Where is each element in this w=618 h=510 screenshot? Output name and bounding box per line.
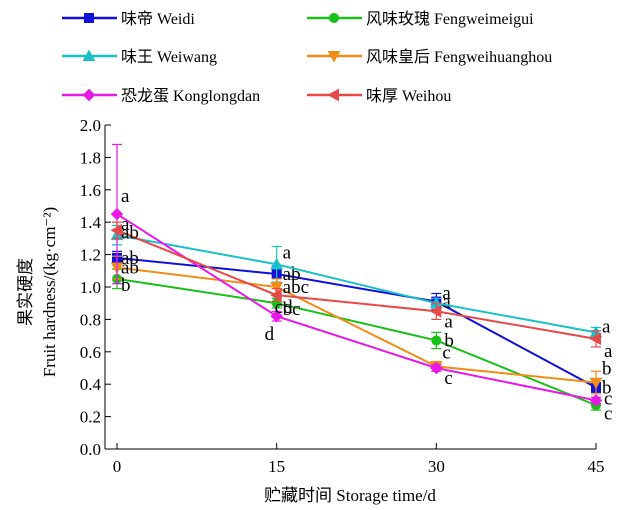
significance-label: c — [444, 368, 452, 389]
legend-marker — [327, 88, 339, 102]
legend-label: 味厚 Weihou — [366, 87, 451, 105]
x-tick-label: 15 — [268, 457, 285, 476]
legend-label: 恐龙蛋 Konglongdan — [121, 87, 260, 105]
y-axis-title-line1: 果实硬度 — [16, 258, 35, 326]
x-tick-label: 0 — [113, 457, 122, 476]
legend-marker — [327, 51, 341, 63]
significance-label: b — [444, 330, 454, 351]
series-line — [116, 229, 597, 340]
y-tick-label: 1.4 — [80, 213, 102, 232]
y-tick-label: 0.8 — [80, 310, 101, 329]
significance-label: a — [121, 186, 130, 207]
significance-label: a — [604, 341, 613, 362]
significance-label: a — [602, 316, 611, 337]
significance-label: ab — [121, 222, 139, 243]
significance-label: c — [442, 342, 450, 363]
legend-item: 风味玫瑰 Fengweimeigui — [307, 10, 534, 28]
data-point — [270, 288, 282, 302]
series-line — [116, 213, 597, 402]
data-point — [589, 394, 603, 407]
significance-label: c — [604, 388, 612, 409]
data-point — [431, 335, 442, 346]
x-tick-label: 30 — [428, 457, 445, 476]
series-line — [116, 266, 597, 384]
legend-marker — [82, 88, 96, 102]
y-tick-label: 0.2 — [80, 408, 101, 427]
legend-label: 风味玫瑰 Fengweimeigui — [366, 10, 534, 28]
legend-marker — [84, 13, 94, 23]
significance-label: a — [442, 292, 451, 313]
x-axis-title: 贮藏时间 Storage time/d — [264, 486, 436, 505]
significance-label: a — [444, 311, 453, 332]
y-ticks: 0.0 0.2 0.4 0.6 0.8 1.0 1.2 1.4 1.6 1.8 2.0 — [80, 116, 111, 459]
y-tick-label: 0.6 — [80, 343, 101, 362]
legend-item: 风味皇后 Fengweihuanghou — [307, 48, 552, 66]
significance-label: b — [602, 359, 612, 380]
data-point — [270, 257, 284, 270]
significance-label: cd — [275, 297, 293, 318]
significance-label: d — [265, 324, 275, 345]
y-tick-label: 0.4 — [80, 375, 102, 394]
significance-label: ab — [121, 248, 139, 269]
x-tick-label: 45 — [588, 457, 605, 476]
significance-label: ab — [121, 258, 139, 279]
data-point — [270, 282, 284, 294]
significance-label: b — [121, 275, 131, 296]
legend-marker — [82, 49, 96, 61]
axes: 0.0 0.2 0.4 0.6 0.8 1.0 1.2 1.4 1.6 1.8 2.0 0 15 30 4… — [16, 116, 605, 505]
legend-item: 味王 Weiwang — [62, 48, 217, 66]
significance-label: abc — [283, 277, 309, 298]
y-tick-label: 2.0 — [80, 116, 101, 135]
y-tick-label: 1.2 — [80, 246, 101, 265]
x-ticks: 0 15 30 45 — [113, 443, 605, 476]
data-point — [589, 377, 603, 390]
legend-marker — [329, 13, 339, 23]
significance-label: c — [604, 403, 612, 424]
significance-label: a — [442, 283, 451, 304]
legend-label: 味帝 Weidi — [121, 10, 195, 28]
series-line — [116, 277, 597, 407]
legend-item: 味厚 Weihou — [307, 87, 451, 105]
legend-item: 味帝 Weidi — [62, 10, 195, 28]
data-point — [430, 361, 443, 375]
y-axis-title-line2: Fruit hardness/(kg·cm⁻²) — [40, 207, 59, 377]
legend: 味帝 Weidi 风味玫瑰 Fengweimeigui 味王 Weiwang 风味皇后… — [62, 10, 552, 105]
data-point — [429, 304, 442, 318]
data-point — [110, 223, 122, 237]
significance-label: b — [602, 377, 612, 398]
significance-label: a — [121, 214, 130, 235]
y-tick-label: 1.0 — [80, 278, 101, 297]
y-tick-label: 1.8 — [80, 148, 101, 167]
data-point — [270, 309, 283, 323]
y-tick-label: 0.0 — [80, 440, 101, 459]
data-point — [110, 207, 124, 221]
legend-item: 恐龙蛋 Konglongdan — [62, 87, 260, 105]
significance-label: a — [283, 242, 292, 263]
legend-label: 风味皇后 Fengweihuanghou — [366, 48, 552, 66]
data-point — [589, 332, 601, 346]
series-line — [116, 234, 597, 334]
significance-label: bc — [283, 299, 301, 320]
y-tick-label: 1.6 — [80, 181, 101, 200]
legend-label: 味王 Weiwang — [121, 48, 217, 66]
